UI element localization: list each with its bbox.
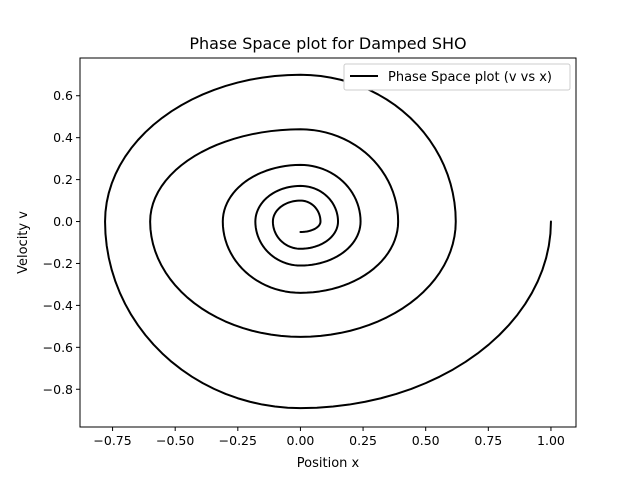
legend: Phase Space plot (v vs x) — [343, 63, 571, 91]
y-tick-label: 0.0 — [53, 214, 73, 229]
x-tick-label: 0.50 — [412, 433, 440, 448]
x-tick-label: 0.75 — [474, 433, 502, 448]
plot-area — [104, 73, 552, 410]
x-axis: −0.75 −0.50 −0.25 0.00 0.25 0.50 0.75 1.00 — [93, 427, 565, 448]
axes-frame — [79, 57, 577, 428]
y-tick-label: −0.4 — [43, 298, 73, 313]
x-tick-label: −0.50 — [156, 433, 194, 448]
y-axis: −0.8 −0.6 −0.4 −0.2 0.0 0.2 0.4 0.6 — [43, 88, 80, 397]
chart-title: Phase Space plot for Damped SHO — [189, 34, 466, 53]
x-tick-label: 0.25 — [349, 433, 377, 448]
legend-box — [343, 63, 571, 91]
y-tick-label: −0.2 — [43, 256, 73, 271]
y-tick-label: 0.2 — [53, 172, 73, 187]
y-tick-label: −0.6 — [43, 340, 73, 355]
y-tick-label: −0.8 — [43, 382, 73, 397]
x-axis-title: Position x — [297, 456, 360, 471]
x-tick-label: −0.75 — [93, 433, 131, 448]
x-tick-label: 1.00 — [537, 433, 565, 448]
x-tick-label: −0.25 — [219, 433, 257, 448]
x-tick-label: 0.00 — [287, 433, 315, 448]
series-line — [104, 73, 552, 410]
y-tick-label: 0.6 — [53, 88, 73, 103]
y-tick-label: 0.4 — [53, 130, 73, 145]
y-axis-title: Velocity v — [16, 211, 31, 274]
legend-label: Phase Space plot (v vs x) — [388, 70, 552, 85]
